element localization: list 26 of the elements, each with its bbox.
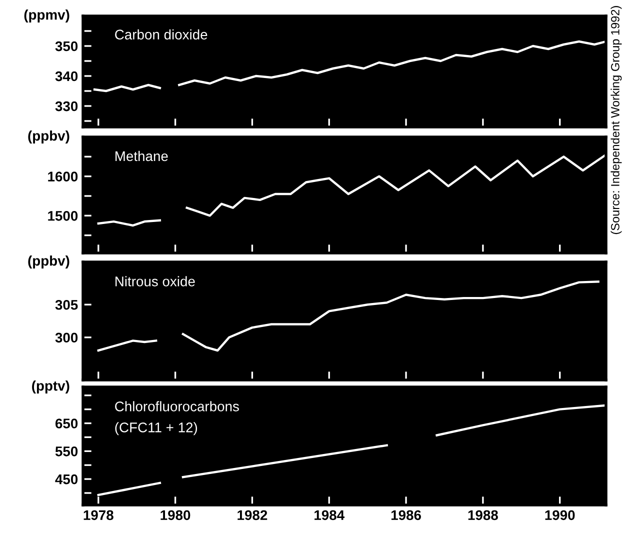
text: (Source: Independent Working Group 1992)	[610, 6, 622, 234]
x-tick-label: 1988	[468, 510, 498, 520]
y-tick-label: 340	[55, 71, 78, 82]
y-tick-label: 1500	[48, 210, 78, 221]
y-axis-title: (ppmv)	[24, 10, 70, 22]
y-axis-title: (ppbv)	[28, 256, 70, 268]
x-tick-label: 1978	[84, 510, 114, 520]
x-tick-label: 1986	[391, 510, 421, 520]
y-tick-label: 1600	[48, 172, 78, 182]
text: Methane	[116, 150, 168, 162]
y-axis-title: (pptv)	[32, 380, 70, 394]
y-tick-label: 330	[55, 101, 78, 112]
y-tick-label: 450	[55, 474, 78, 484]
y-tick-label: 300	[55, 332, 78, 343]
text: Carbon dioxide	[115, 29, 208, 40]
x-tick-label: 1984	[314, 510, 344, 520]
x-tick-label: 1990	[545, 510, 575, 520]
text: Nitrous oxide	[116, 276, 195, 286]
y-axis-title: (ppbv)	[28, 130, 70, 144]
y-tick-label: 550	[55, 446, 78, 456]
y-tick-label: 650	[55, 418, 78, 428]
x-tick-label: 1982	[238, 510, 268, 520]
x-tick-label: 1980	[160, 510, 190, 520]
y-tick-label: 350	[55, 41, 78, 52]
text: Chlorofluorocarbons (CFC11 + 12)	[115, 401, 239, 436]
y-tick-label: 305	[55, 300, 78, 310]
